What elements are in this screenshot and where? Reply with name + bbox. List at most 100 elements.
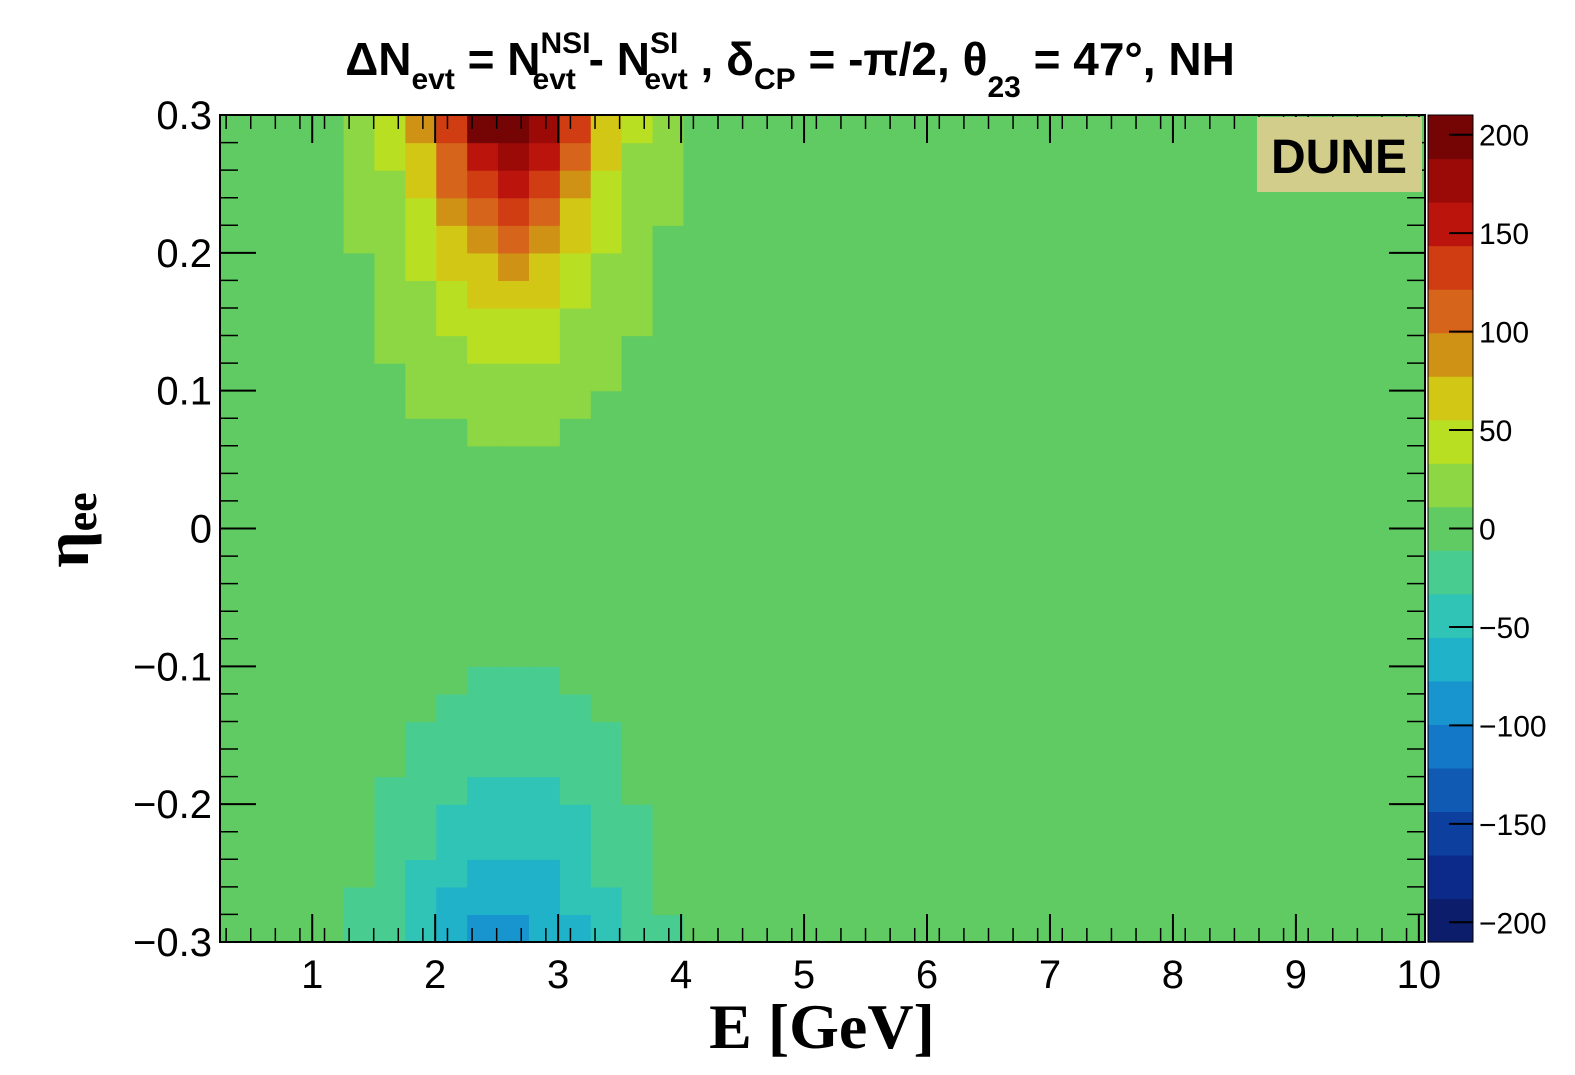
heatmap-cell [1270,583,1303,612]
heatmap-cell [559,611,592,640]
heatmap-cell [220,638,252,667]
heatmap-cell [837,583,870,612]
heatmap-cell [343,804,376,833]
heatmap-cell [220,390,252,419]
heatmap-cell [1239,638,1272,667]
heatmap-cell [807,363,839,392]
heatmap-cell [621,666,654,695]
heatmap-cell [436,666,468,695]
heatmap-cell [899,776,932,805]
heatmap-cell [559,363,592,392]
heatmap-cell [1270,335,1303,364]
heatmap-cell [1394,693,1426,723]
heatmap-cell [528,583,561,612]
heatmap-cell [1116,749,1148,778]
heatmap-cell [559,556,592,585]
heatmap-cell [498,749,530,778]
heatmap-cell [652,528,685,557]
heatmap-cell [1363,363,1395,392]
heatmap-cell [714,418,746,447]
x-tick-label: 9 [1285,953,1307,997]
heatmap-cell [683,831,715,860]
heatmap-cell [1208,914,1241,943]
heatmap-cell [1332,390,1364,419]
heatmap-cell [1177,418,1210,447]
heatmap-cell [1023,252,1055,281]
y-axis-label: ηee [31,492,106,567]
heatmap-cell [1177,804,1210,833]
heatmap-cell [498,307,530,337]
heatmap-cell [1054,804,1086,833]
heatmap-cell [590,583,623,612]
heatmap-cell [1146,749,1179,778]
heatmap-cell [961,804,994,833]
heatmap-cell [374,859,406,888]
heatmap-cell [776,252,808,281]
heatmap-cell [1332,749,1364,778]
heatmap-cell [1332,859,1364,888]
heatmap-cell [899,721,932,750]
heatmap-cell [621,197,654,226]
heatmap-cell [436,390,468,419]
heatmap-cell [776,225,808,254]
heatmap-cell [436,886,468,916]
heatmap-cell [1146,307,1179,337]
heatmap-cell [343,638,376,667]
heatmap-cell [250,418,283,447]
heatmap-cell [1085,886,1117,916]
heatmap-cell [1208,804,1241,833]
heatmap-cell [436,914,468,943]
heatmap-cell [405,721,437,750]
heatmap-cell [807,252,839,281]
heatmap-cell [745,115,777,144]
heatmap-cell [405,363,437,392]
heatmap-cell [312,804,345,833]
heatmap-cell [837,445,870,474]
heatmap-cell [1116,473,1148,502]
heatmap-cell [745,749,777,778]
heatmap-cell [683,693,715,723]
color-scale-bin [1428,158,1473,203]
dune-badge-label: DUNE [1271,131,1407,184]
heatmap-cell [621,418,654,447]
heatmap-cell [559,418,592,447]
heatmap-cell [652,749,685,778]
heatmap-cell [1177,445,1210,474]
heatmap-cell [467,776,499,805]
heatmap-cell [837,390,870,419]
heatmap-cell [436,170,468,199]
heatmap-cell [436,749,468,778]
heatmap-cell [467,831,499,860]
heatmap-cell [714,886,746,916]
heatmap-cell [559,583,592,612]
heatmap-cell [776,363,808,392]
heatmap-cell [1177,473,1210,502]
heatmap-cell [405,115,437,144]
heatmap-cell [1270,693,1303,723]
heatmap-cell [992,445,1024,474]
heatmap-cell [559,142,592,171]
heatmap-cell [559,693,592,723]
heatmap-cell [590,500,623,530]
heatmap-cell [683,500,715,530]
heatmap-cell [590,252,623,281]
heatmap-cell [683,859,715,888]
heatmap-cell [992,914,1024,943]
heatmap-cell [1363,418,1395,447]
heatmap-cell [374,363,406,392]
heatmap-cell [220,886,252,916]
heatmap-cell [1146,721,1179,750]
heatmap-cell [1054,611,1086,640]
heatmap-cell [1208,859,1241,888]
heatmap-cell [1146,611,1179,640]
heatmap-cell [590,335,623,364]
heatmap-cell [899,307,932,337]
heatmap-cell [961,500,994,530]
heatmap-cell [1177,666,1210,695]
heatmap-cell [1023,638,1055,667]
heatmap-cell [1146,831,1179,860]
heatmap-cell [1023,693,1055,723]
heatmap-cell [467,170,499,199]
heatmap-cell [745,859,777,888]
heatmap-cell [250,445,283,474]
